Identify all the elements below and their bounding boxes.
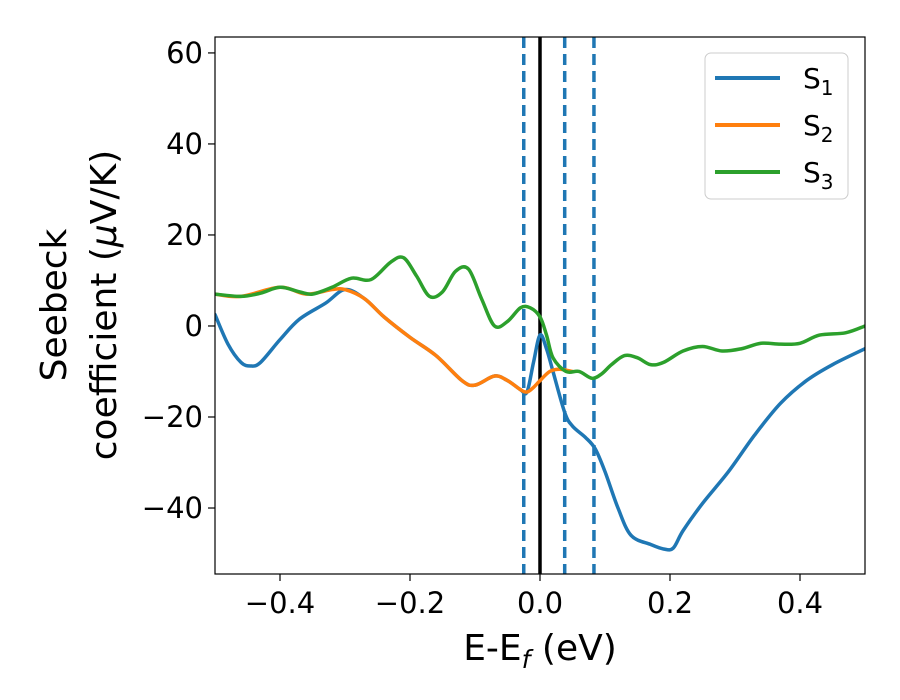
y-tick-label: 20 <box>166 218 203 252</box>
series-line-s2 <box>215 285 575 394</box>
series-lines <box>215 255 865 552</box>
legend-label-s2: S2 <box>803 109 834 147</box>
y-tick-label: −40 <box>142 491 203 525</box>
y-tick-label: 40 <box>166 127 203 161</box>
y-tick-label: 60 <box>166 36 203 70</box>
y-ticks: −40 −20 0 20 40 60 <box>142 36 215 525</box>
x-axis-label: E-Ef (eV) <box>463 628 617 674</box>
x-tick-label: −0.2 <box>375 586 445 620</box>
x-tick-label: 0.0 <box>517 586 563 620</box>
series-line-s3 <box>215 255 865 381</box>
x-tick-label: 0.4 <box>777 586 823 620</box>
x-tick-label: 0.2 <box>647 586 693 620</box>
series-line-s1 <box>215 287 865 552</box>
vertical-lines <box>522 37 596 574</box>
y-axis-label-line2: coefficient (μV/K) <box>84 150 125 460</box>
x-ticks: −0.4 −0.2 0.0 0.2 0.4 <box>245 574 823 620</box>
y-tick-label: 0 <box>185 309 203 343</box>
x-tick-label: −0.4 <box>245 586 315 620</box>
legend: S1 S2 S3 <box>704 52 849 200</box>
y-axis-label-line1: Seebeck <box>34 228 75 381</box>
legend-label-s1: S1 <box>803 62 834 100</box>
legend-label-s3: S3 <box>803 156 834 194</box>
y-tick-label: −20 <box>142 400 203 434</box>
y-axis-label: Seebeck coefficient (μV/K) <box>34 150 125 460</box>
